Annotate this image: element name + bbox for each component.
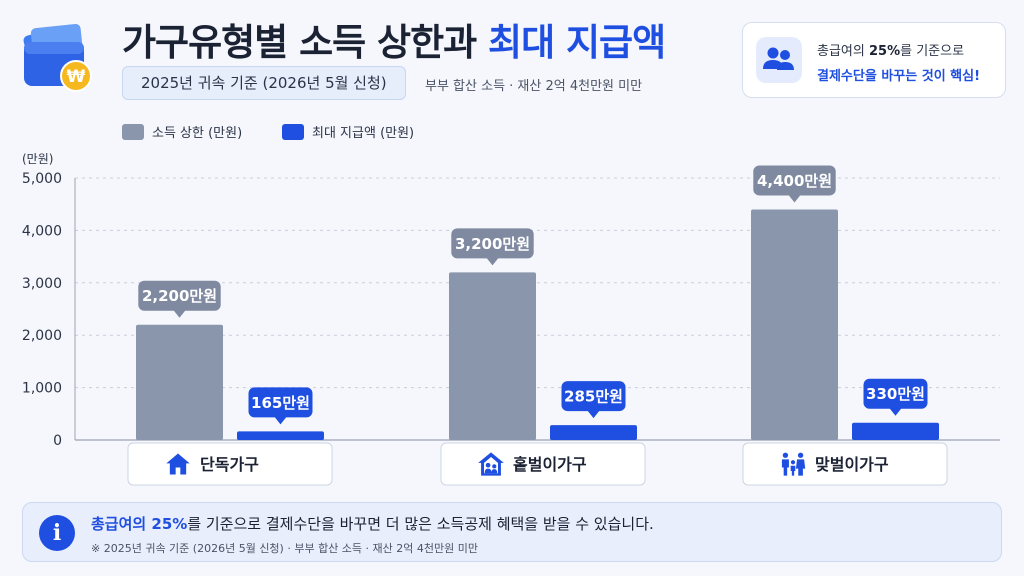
bar-max-payment bbox=[550, 425, 637, 440]
data-label-box bbox=[863, 378, 928, 409]
data-label-text: 330만원 bbox=[866, 385, 925, 403]
data-label-text: 4,400만원 bbox=[757, 172, 832, 190]
footer-note: ※ 2025년 귀속 기준 (2026년 5월 신청) · 부부 합산 소득 ·… bbox=[91, 542, 478, 555]
tip-text: 총급여의 25%를 기준으로 bbox=[817, 44, 965, 59]
data-label-max-payment: 285만원 bbox=[561, 381, 626, 419]
data-label-pointer bbox=[889, 408, 902, 416]
data-label-text: 165만원 bbox=[251, 394, 310, 412]
category-label: 홑벌이가구 bbox=[513, 455, 587, 474]
data-label-text: 2,200만원 bbox=[142, 287, 217, 305]
data-label-box bbox=[561, 381, 626, 412]
data-label-text: 3,200만원 bbox=[455, 235, 530, 253]
data-label-income-limit: 3,200만원 bbox=[451, 228, 534, 266]
info-icon: i bbox=[39, 515, 75, 551]
category-label: 맞벌이가구 bbox=[815, 455, 889, 474]
tip-card: 총급여의 25%를 기준으로 결제수단을 바꾸는 것이 핵심! bbox=[742, 22, 1006, 98]
wallet-won-icon: ₩ bbox=[22, 22, 98, 94]
page-title-highlight: 최대 지급액 bbox=[488, 21, 666, 64]
category-label-box: 홑벌이가구 bbox=[440, 442, 646, 486]
y-tick-label: 4,000 bbox=[22, 223, 62, 239]
data-label-max-payment: 165만원 bbox=[248, 387, 313, 425]
data-label-box bbox=[753, 165, 836, 196]
footer-message: 총급여의 25%를 기준으로 결제수단을 바꾸면 더 많은 소득공제 혜택을 받… bbox=[91, 515, 654, 533]
bar-max-payment bbox=[237, 431, 324, 440]
bar-income-limit bbox=[751, 209, 838, 440]
page-title: 가구유형별 소득 상한과 최대 지급액 bbox=[122, 21, 666, 64]
category-label-box: 단독가구 bbox=[127, 442, 333, 486]
category-label: 단독가구 bbox=[200, 455, 259, 474]
data-label-text: 285만원 bbox=[564, 388, 623, 406]
info-footer: i 총급여의 25%를 기준으로 결제수단을 바꾸면 더 많은 소득공제 혜택을… bbox=[22, 502, 1002, 562]
tip-highlight: 결제수단을 바꾸는 것이 핵심! bbox=[817, 69, 981, 84]
data-label-pointer bbox=[587, 410, 600, 419]
svg-text:₩: ₩ bbox=[67, 67, 86, 87]
legend-item-limit: 소득 상한 (만원) bbox=[122, 122, 242, 141]
category-label-box: 맞벌이가구 bbox=[742, 442, 948, 486]
data-label-pointer bbox=[486, 257, 499, 266]
bar-income-limit bbox=[136, 324, 223, 440]
data-label-pointer bbox=[173, 310, 186, 318]
bar-max-payment bbox=[852, 422, 939, 440]
bar-income-limit bbox=[449, 272, 536, 440]
category-box bbox=[127, 442, 333, 486]
y-axis-label: (만원) bbox=[22, 152, 53, 166]
data-label-box bbox=[451, 228, 534, 259]
legend-item-max: 최대 지급액 (만원) bbox=[282, 122, 414, 141]
people-icon bbox=[756, 37, 802, 83]
bar-chart: (만원) 0 1,000 2,000 3,000 4,000 5,000 2,200만원 16… bbox=[22, 152, 1000, 486]
data-label-pointer bbox=[274, 416, 287, 425]
legend-swatch-max bbox=[282, 124, 304, 140]
subtitle-badge: 2025년 귀속 기준 (2026년 5월 신청) bbox=[122, 66, 406, 100]
data-label-income-limit: 4,400만원 bbox=[753, 165, 836, 203]
data-label-max-payment: 330만원 bbox=[863, 378, 928, 416]
data-label-pointer bbox=[788, 194, 801, 203]
data-label-box bbox=[248, 387, 313, 418]
y-tick-label: 3,000 bbox=[22, 276, 62, 292]
data-label-income-limit: 2,200만원 bbox=[138, 280, 221, 318]
y-tick-label: 0 bbox=[53, 433, 62, 449]
subtitle-note: 부부 합산 소득 · 재산 2억 4천만원 미만 bbox=[425, 79, 643, 94]
data-label-box bbox=[138, 280, 221, 311]
y-tick-label: 1,000 bbox=[22, 381, 62, 397]
legend-swatch-limit bbox=[122, 124, 144, 140]
y-tick-label: 5,000 bbox=[22, 171, 62, 187]
y-tick-label: 2,000 bbox=[22, 328, 62, 344]
